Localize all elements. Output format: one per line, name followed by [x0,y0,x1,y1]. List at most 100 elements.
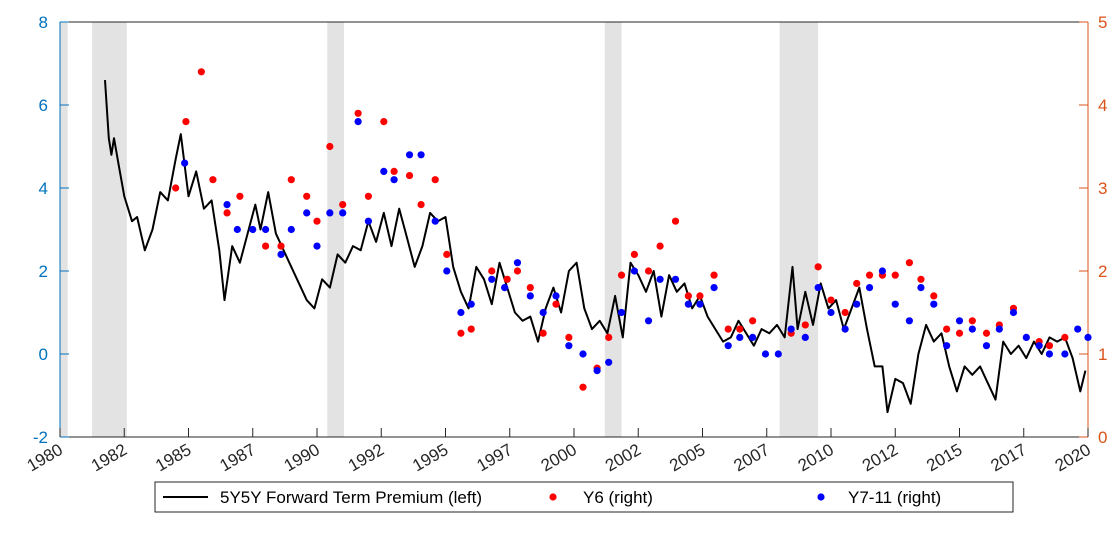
scatter-point [982,342,991,350]
scatter-point [287,176,295,184]
scatter-point [431,176,439,184]
y-tick-label: 6 [39,96,48,115]
y2-tick-label: 2 [1098,262,1107,281]
scatter-point [233,225,241,234]
scatter-point [656,242,664,250]
scatter-point [891,271,899,279]
line-series [104,80,1087,414]
scatter-point [865,271,874,279]
scatter-point [364,192,372,200]
scatter-point [671,275,680,283]
scatter-point [1045,342,1054,350]
scatter-point [930,292,938,300]
scatter-point [313,217,321,225]
scatter-point [303,192,311,200]
y2-tick-label: 1 [1098,345,1107,364]
scatter-point [501,284,509,292]
scatter-point [827,308,835,317]
scatter-point [930,300,938,308]
scatter-point [593,367,601,375]
scatter-point [724,342,732,350]
scatter-point [579,383,587,391]
scatter-point [262,242,270,250]
scatter-point [1035,342,1043,350]
scatter-point [326,209,334,217]
scatter-point [513,267,522,275]
scatter-point [539,308,547,317]
scatter-point [303,209,311,217]
scatter-point [761,350,770,358]
scatter-point [656,275,664,283]
legend-label: Y7-11 (right) [848,488,941,507]
scatter-point [955,329,964,337]
scatter-point [552,300,560,308]
scatter-point [853,300,861,308]
legend-label: Y6 (right) [583,488,653,507]
y-tick-label: 8 [39,13,48,32]
scatter-point [955,317,964,325]
scatter-point [630,250,638,258]
recession-band [60,22,68,437]
y-tick-label: 0 [39,345,48,364]
scatter-point [405,151,414,159]
scatter-point [1009,308,1018,317]
scatter-point [326,142,334,151]
scatter-point [354,118,362,126]
scatter-point [488,267,496,275]
scatter-point [710,271,718,279]
scatter-point [1084,333,1092,341]
scatter-point [443,250,451,258]
scatter-point [617,308,626,317]
scatter-point [841,325,849,333]
scatter-point [905,317,913,325]
legend-symbol [817,493,825,501]
scatter-point [684,292,692,300]
scatter-point [565,333,573,341]
scatter-point [827,296,835,304]
legend-label: 5Y5Y Forward Term Premium (left) [220,488,482,507]
scatter-point [968,325,976,333]
scatter-point [917,275,925,283]
scatter-point [696,300,704,308]
scatter-point [774,350,782,358]
recession-band [779,22,819,437]
scatter-point [736,333,744,341]
scatter-point [339,201,347,209]
scatter-point [943,325,951,333]
scatter-point [339,209,347,217]
y-tick-label: 2 [39,262,48,281]
y2-tick-label: 4 [1098,96,1107,115]
scatter-point [457,308,465,317]
scatter-point [1061,350,1069,358]
scatter-point [552,292,560,300]
scatter-point [968,317,976,325]
scatter-point [223,201,231,209]
scatter-point [644,317,653,325]
recession-band [92,22,127,437]
recession-band [327,22,344,437]
scatter-point [526,284,534,292]
y-tick-label: -2 [33,428,48,447]
scatter-point [172,184,180,192]
scatter-point [787,325,795,333]
scatter-point [1074,325,1082,333]
scatter-point [457,329,465,337]
scatter-point [443,267,451,275]
scatter-point [736,325,744,333]
scatter-point [390,167,398,175]
scatter-point [503,275,511,283]
scatter-point [943,342,951,350]
scatter-point [617,271,626,279]
scatter-point [878,267,887,275]
scatter-point [801,321,809,329]
scatter-point [467,300,475,308]
scatter-point [277,242,285,250]
scatter-point [801,333,809,341]
y2-tick-label: 3 [1098,179,1107,198]
scatter-point [197,68,205,76]
scatter-point [1061,333,1069,341]
scatter-point [905,259,913,267]
scatter-point [565,342,573,350]
scatter-point [417,151,425,159]
